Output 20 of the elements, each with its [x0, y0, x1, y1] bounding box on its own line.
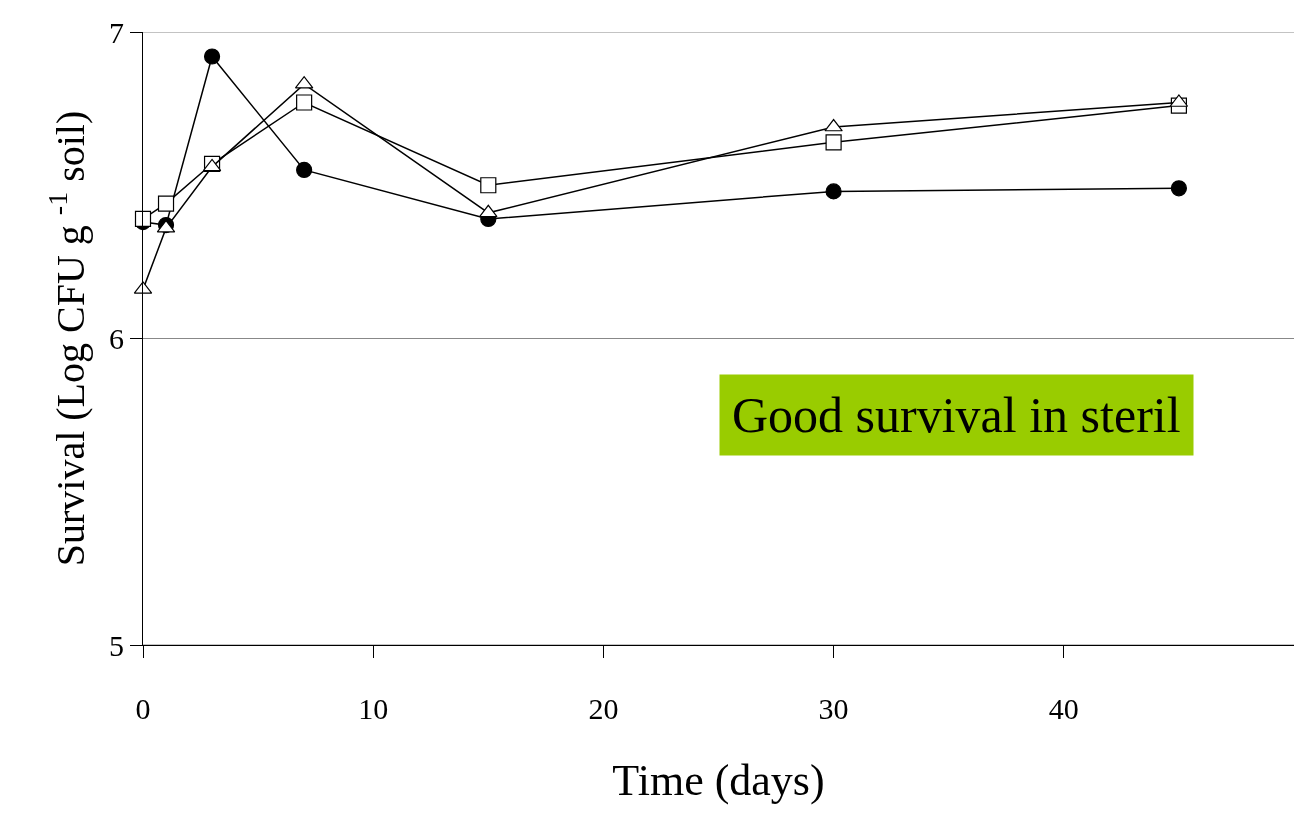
x-axis-title: Time (days)	[612, 756, 825, 806]
y-tick-label: 5	[109, 628, 124, 662]
x-tick-label: 20	[588, 692, 619, 725]
point	[825, 134, 842, 151]
point	[479, 204, 498, 218]
y-tick-label: 7	[109, 15, 124, 49]
y-tick-label: 6	[109, 322, 124, 355]
x-tick-label: 40	[1048, 692, 1079, 725]
point	[157, 195, 175, 212]
point	[480, 177, 497, 194]
point	[824, 118, 843, 132]
x-tick-label: 10	[358, 692, 389, 725]
x-tick-label: 30	[818, 692, 849, 725]
point	[296, 161, 313, 179]
point	[203, 48, 221, 65]
point	[296, 94, 313, 111]
annotation: Good survival in steril	[732, 387, 1181, 443]
point	[825, 183, 842, 200]
point	[1170, 180, 1187, 197]
x-tick-label: 0	[135, 692, 151, 725]
